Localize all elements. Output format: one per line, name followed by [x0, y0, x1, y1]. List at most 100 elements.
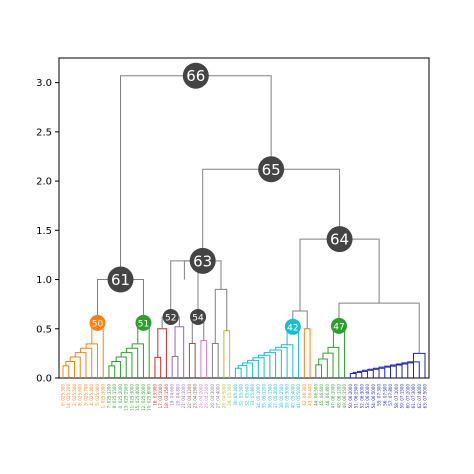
leaf-label: 11: 025:3000 [129, 384, 134, 411]
cluster-node-51 [135, 314, 152, 331]
cluster-node-label: 64 [330, 231, 349, 249]
leaf-labels: 6: 025:300 14: 025:200 2: 025:500 8: 025:60… [61, 384, 428, 411]
leaf-label: 1: 025:1000 [101, 384, 106, 409]
leaf-label: 53: 06:4000 [365, 384, 370, 409]
leaf-label: 5: 025:900 [95, 384, 100, 406]
leaf-label: 29: 05:300 [227, 384, 232, 406]
dendrogram-link [413, 352, 426, 378]
dendrogram-link [108, 365, 116, 378]
y-tick-label: 3.0 [36, 78, 52, 89]
leaf-label: 62: 07:4000 [417, 384, 422, 409]
leaf-label: 28: 04:5000 [221, 384, 226, 409]
cluster-node-label: 63 [193, 252, 212, 270]
leaf-label: 61: 07:3000 [411, 384, 416, 409]
cluster-node-65 [258, 156, 285, 183]
leaf-label: 8: 025:600 [78, 384, 83, 406]
cluster-node-label: 54 [192, 313, 204, 323]
leaf-label: 57: 07:800 [388, 384, 393, 406]
leaf-label: 49: 06:1500 [342, 384, 347, 409]
leaf-label: 34: 05:1000 [256, 384, 261, 409]
plot-area [58, 57, 430, 379]
leaf-label: 41: 05:5000 [296, 384, 301, 409]
dendrogram-link [372, 367, 386, 378]
leaf-label: 44: 06:500 [313, 384, 318, 406]
leaf-label: 16: 03:900 [152, 384, 157, 406]
leaf-label: 39: 05:3000 [285, 384, 290, 409]
leaf-label: 4: 025:800 [89, 384, 94, 406]
leaf-label: 36: 05:1500 [267, 384, 272, 409]
leaf-label: 52: 06:3000 [359, 384, 364, 409]
dendrogram-link [269, 349, 282, 378]
leaf-label: 14: 025:200 [66, 384, 71, 409]
cluster-node-label: 50 [92, 319, 104, 329]
leaf-label: 12: 025:5000 [141, 384, 146, 411]
dendrogram-link [390, 364, 403, 378]
leaf-label: 37: 05:2000 [273, 384, 278, 409]
y-tick-label: 1.0 [36, 275, 52, 286]
leaf-label: 23: 04:1500 [193, 384, 198, 409]
leaf-label: 24: 04:2000 [198, 384, 203, 409]
leaf-label: 20: 04:800 [175, 384, 180, 406]
leaf-label: 18: 03:1500 [164, 384, 169, 409]
cluster-node-label: 42 [287, 323, 298, 333]
leaf-label: 35: 05:1200 [262, 384, 267, 409]
dendrogram-link [200, 340, 208, 378]
cluster-node-61 [107, 266, 134, 293]
leaf-label: 27: 04:4000 [216, 384, 221, 409]
leaf-label: 31: 05:500 [239, 384, 244, 406]
leaf-label: 40: 05:4000 [290, 384, 295, 409]
leaf-label: 43: 06:400 [308, 384, 313, 406]
y-tick-label: 2.5 [36, 127, 52, 138]
leaf-label: 26: 04:3000 [210, 384, 215, 409]
leaf-label: 2: 025:500 [72, 384, 77, 406]
dendrogram-link [237, 365, 248, 378]
leaf-label: 56: 07:500 [382, 384, 387, 406]
leaf-label: 47: 06:1000 [331, 384, 336, 409]
leaf-label: 15: 025:4000 [135, 384, 140, 411]
leaf-label: 21: 04:1000 [181, 384, 186, 409]
leaf-label: 33: 05:800 [250, 384, 255, 406]
cluster-node-52 [162, 308, 179, 325]
y-tick-label: 2.0 [36, 177, 52, 188]
dendrogram-link [258, 354, 271, 378]
leaf-label: 3: 025:700 [83, 384, 88, 406]
leaf-label: 0: 025:2000 [118, 384, 123, 409]
cluster-node-label: 61 [111, 271, 130, 289]
y-tick-label: 1.5 [36, 226, 52, 237]
y-axis: 0.0 0.5 1.0 1.5 2.0 2.5 3.0 [36, 78, 59, 385]
dendrogram-link [247, 359, 259, 378]
leaf-label: 10: 025:6000 [147, 384, 152, 411]
cluster-node-47 [330, 317, 347, 334]
leaf-label: 51: 06:2500 [354, 384, 359, 409]
leaf-label: 48: 06:1200 [336, 384, 341, 409]
leaf-label: 13: 025:2500 [124, 384, 129, 411]
dendrogram-link [62, 365, 70, 378]
cluster-node-label: 52 [165, 313, 176, 323]
leaf-label: 45: 06:600 [319, 384, 324, 406]
dendrogram-links [62, 75, 426, 378]
leaf-label: 55: 07:300 [377, 384, 382, 406]
dendrogram-link [214, 288, 228, 344]
leaf-label: 63: 07:5000 [423, 384, 428, 409]
y-tick-label: 0.0 [36, 374, 52, 385]
cluster-node-54 [190, 308, 207, 325]
cluster-node-64 [326, 226, 353, 253]
leaf-label: 38: 05:2500 [279, 384, 284, 409]
leaf-label: 6: 025:300 [61, 384, 66, 406]
leaf-label: 9: 025:1500 [112, 384, 117, 409]
leaf-label: 32: 05:600 [244, 384, 249, 406]
leaf-label: 54: 06:5000 [371, 384, 376, 409]
leaf-label: 46: 06:800 [325, 384, 330, 406]
dendrogram-link [407, 361, 420, 378]
cluster-node-label: 47 [333, 322, 344, 332]
cluster-node-50 [89, 314, 106, 331]
leaf-label: 17: 03:1000 [158, 384, 163, 409]
cluster-node-label: 66 [186, 67, 205, 85]
leaf-label: 50: 06:2000 [348, 384, 353, 409]
leaf-label: 42: 06:300 [302, 384, 307, 406]
dendrogram-link [280, 344, 294, 378]
dendrogram-link [401, 362, 415, 378]
cluster-node-42 [284, 318, 301, 335]
cluster-node-63 [189, 247, 216, 274]
